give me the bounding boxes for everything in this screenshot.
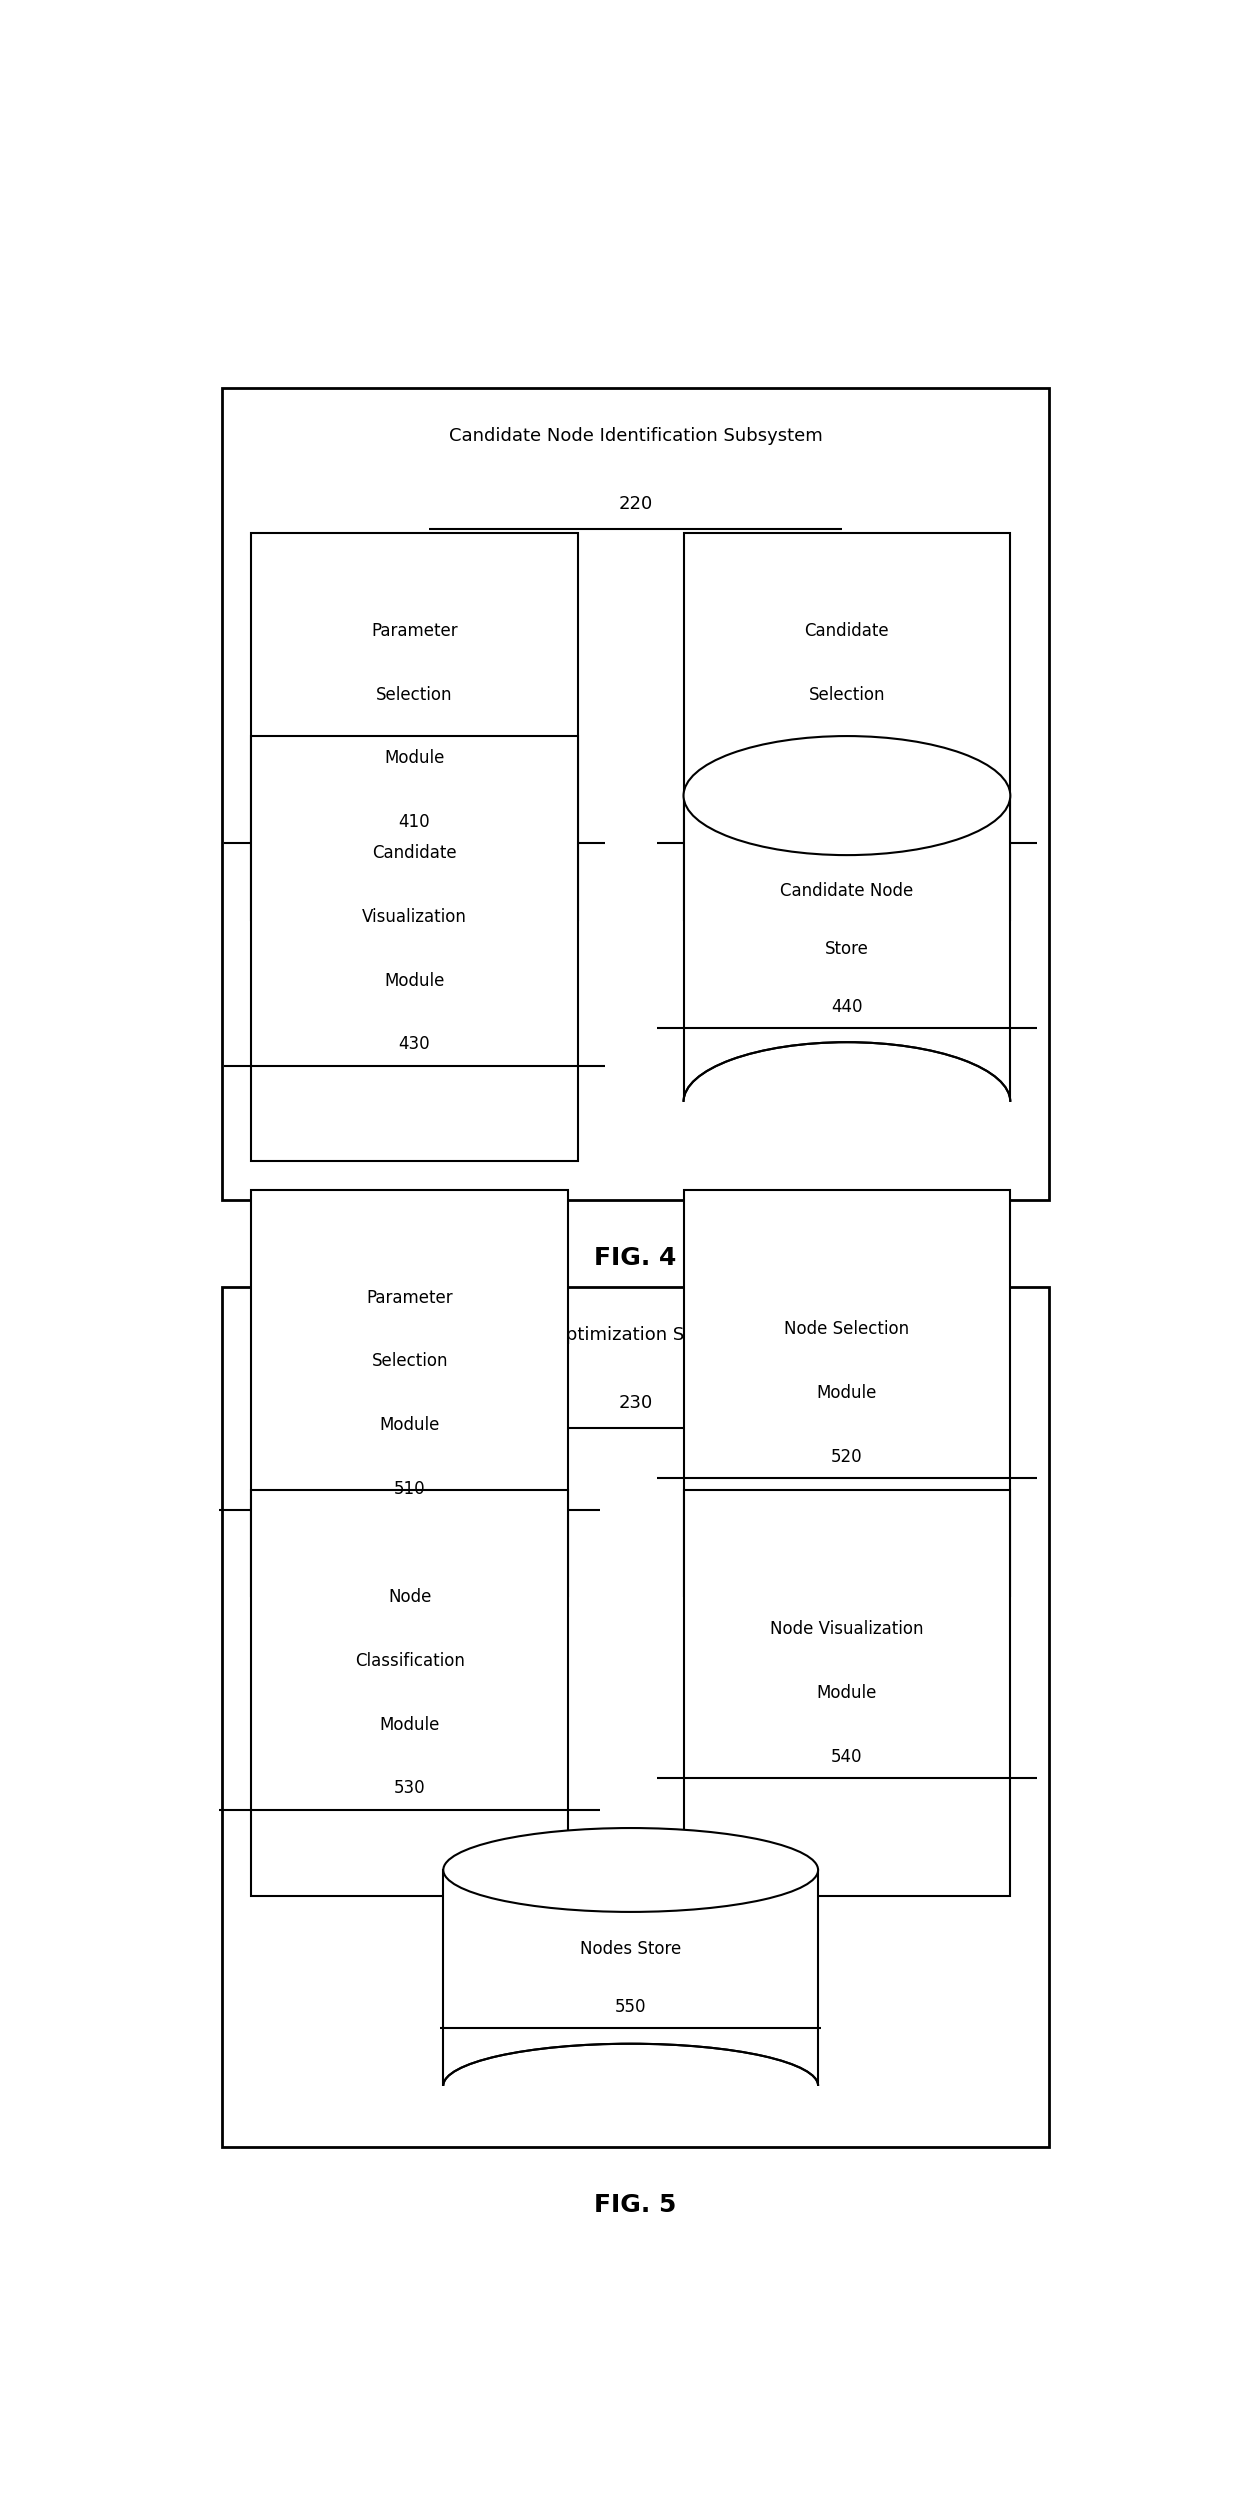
Text: 230: 230 xyxy=(619,1393,652,1411)
Text: Candidate: Candidate xyxy=(372,843,456,861)
FancyBboxPatch shape xyxy=(222,389,1049,1200)
FancyBboxPatch shape xyxy=(683,532,1011,919)
Text: Module: Module xyxy=(379,1416,440,1433)
Text: Module: Module xyxy=(817,750,877,768)
Ellipse shape xyxy=(683,735,1011,856)
Polygon shape xyxy=(683,796,1011,1102)
Text: Module: Module xyxy=(384,971,445,989)
Ellipse shape xyxy=(444,1827,818,1913)
Text: Candidate Node: Candidate Node xyxy=(780,881,914,899)
FancyBboxPatch shape xyxy=(683,1491,1011,1895)
FancyBboxPatch shape xyxy=(683,1190,1011,1596)
Text: Module: Module xyxy=(817,1383,877,1403)
Polygon shape xyxy=(444,1870,818,2086)
Text: Candidate: Candidate xyxy=(805,622,889,640)
Text: Selection: Selection xyxy=(808,685,885,703)
Text: Selection: Selection xyxy=(376,685,453,703)
Text: Classification: Classification xyxy=(355,1652,465,1669)
Text: 430: 430 xyxy=(398,1034,430,1054)
Text: Node Visualization: Node Visualization xyxy=(770,1619,924,1639)
Polygon shape xyxy=(434,2086,828,2131)
Text: Visualization: Visualization xyxy=(362,909,467,926)
Text: 420: 420 xyxy=(831,813,863,831)
FancyBboxPatch shape xyxy=(250,1190,568,1596)
Text: Parameter: Parameter xyxy=(366,1288,453,1308)
Text: Store: Store xyxy=(825,939,869,959)
Text: 410: 410 xyxy=(398,813,430,831)
FancyBboxPatch shape xyxy=(222,1288,1049,2146)
Text: 440: 440 xyxy=(831,996,863,1017)
Ellipse shape xyxy=(683,1042,1011,1162)
Text: Candidate Node Identification Subsystem: Candidate Node Identification Subsystem xyxy=(449,427,822,444)
Text: FIG. 4: FIG. 4 xyxy=(594,1245,677,1270)
FancyBboxPatch shape xyxy=(250,1491,568,1895)
Text: 510: 510 xyxy=(394,1481,425,1498)
Polygon shape xyxy=(675,1102,1021,1165)
Ellipse shape xyxy=(444,2043,818,2128)
Text: 520: 520 xyxy=(831,1448,863,1466)
Text: 550: 550 xyxy=(615,1998,646,2016)
Text: Module: Module xyxy=(817,1684,877,1702)
Text: Node Selection: Node Selection xyxy=(785,1320,909,1338)
Text: 540: 540 xyxy=(831,1747,863,1765)
FancyBboxPatch shape xyxy=(250,735,578,1162)
Text: FIG. 5: FIG. 5 xyxy=(594,2194,677,2216)
Text: Nodes Store: Nodes Store xyxy=(580,1940,681,1958)
Text: Module: Module xyxy=(384,750,445,768)
Text: Parameter: Parameter xyxy=(371,622,458,640)
Text: 220: 220 xyxy=(619,494,652,512)
FancyBboxPatch shape xyxy=(250,532,578,919)
Text: Node Optimization Subsystem: Node Optimization Subsystem xyxy=(498,1325,773,1345)
Text: Node: Node xyxy=(388,1589,432,1606)
Text: 530: 530 xyxy=(394,1780,425,1797)
Text: Module: Module xyxy=(379,1717,440,1734)
Text: Selection: Selection xyxy=(372,1353,448,1370)
